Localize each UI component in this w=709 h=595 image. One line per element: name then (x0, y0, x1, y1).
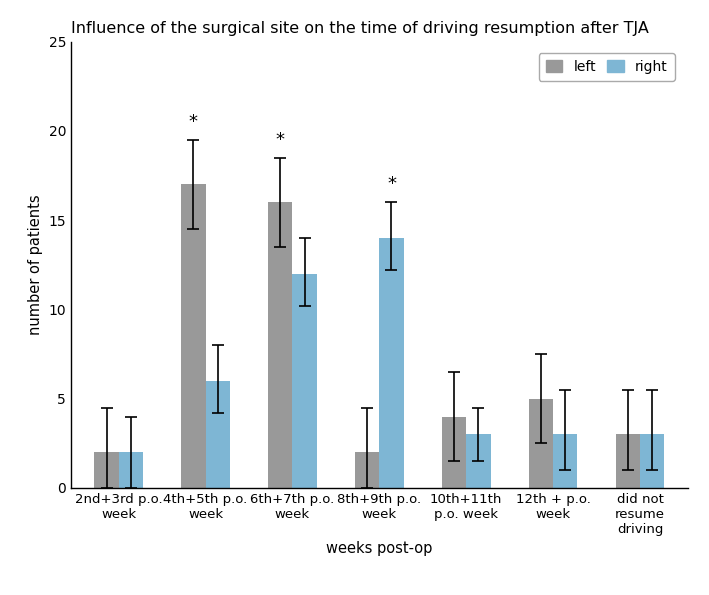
Bar (206, 381, 230, 488)
Bar (118, 452, 143, 488)
Bar (467, 434, 491, 488)
Bar (182, 184, 206, 488)
Bar (355, 452, 379, 488)
X-axis label: weeks post-op: weeks post-op (326, 541, 432, 556)
Text: *: * (189, 113, 198, 131)
Bar (379, 238, 403, 488)
Bar (268, 202, 292, 488)
Bar (553, 434, 577, 488)
Legend: left, right: left, right (539, 53, 675, 81)
Bar (640, 434, 664, 488)
Bar (442, 416, 467, 488)
Text: *: * (387, 176, 396, 193)
Bar (615, 434, 640, 488)
Text: Influence of the surgical site on the time of driving resumption after TJA: Influence of the surgical site on the ti… (71, 21, 649, 36)
Bar (292, 274, 317, 488)
Text: *: * (276, 131, 285, 149)
Bar (529, 399, 553, 488)
Bar (94, 452, 118, 488)
Y-axis label: number of patients: number of patients (28, 195, 43, 335)
